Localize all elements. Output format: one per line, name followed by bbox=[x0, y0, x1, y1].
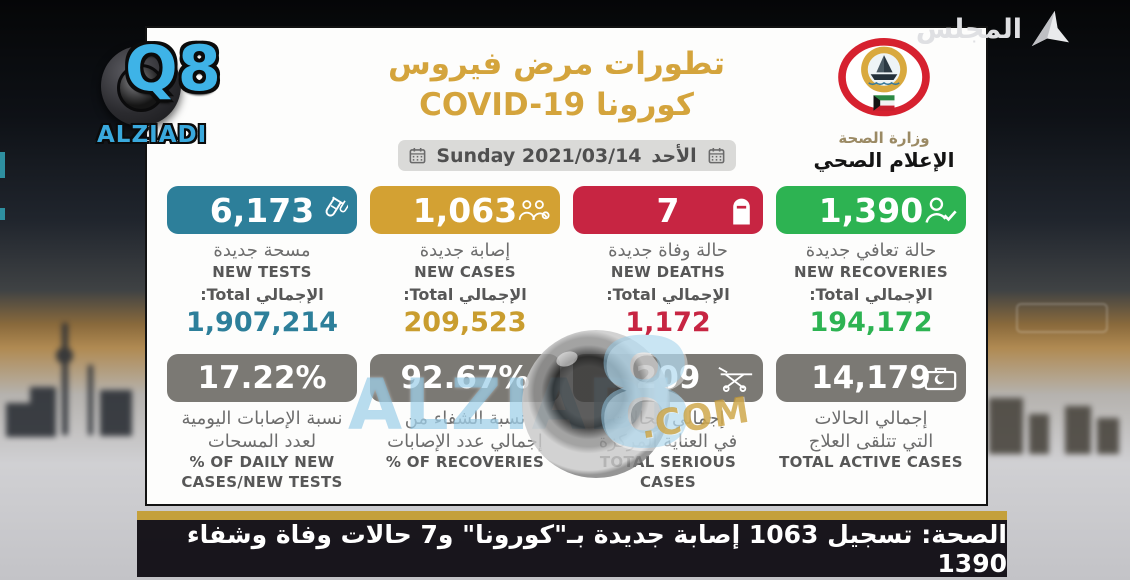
news-ticker: الصحة: تسجيل 1063 إصابة جديدة بـ"كورونا"… bbox=[137, 519, 1007, 578]
calendar-icon bbox=[707, 146, 726, 165]
recovery-rate-value: 92.67% bbox=[400, 360, 530, 396]
camera-lens-glass bbox=[117, 64, 165, 112]
new-recoveries-value: 1,390 bbox=[818, 190, 924, 230]
active-cases-value: 14,179 bbox=[811, 360, 931, 396]
test-tubes-icon bbox=[318, 195, 348, 225]
recovery-rate-badge: 92.67% bbox=[370, 354, 560, 402]
stretcher-icon bbox=[717, 364, 754, 392]
new-deaths-total-label: الإجمالي Total: bbox=[606, 285, 730, 304]
serious-cases-value: 209 bbox=[635, 360, 701, 396]
background-ghost-rectangle bbox=[1016, 303, 1108, 333]
moh-emblem-icon bbox=[836, 38, 932, 126]
new-recoveries-label-en: NEW RECOVERIES bbox=[794, 262, 948, 281]
date-english: Sunday 2021/03/14 bbox=[436, 144, 642, 167]
stat-new-tests: 6,173 مسحة جديدة NEW TESTS bbox=[167, 186, 357, 338]
ministry-department: الإعلام الصحي bbox=[813, 148, 955, 172]
new-cases-total-value: 209,523 bbox=[403, 307, 527, 338]
channel-logo: المجلس bbox=[916, 8, 1072, 50]
ticker-gold-bar bbox=[137, 511, 1007, 520]
new-deaths-total-value: 1,172 bbox=[625, 307, 711, 338]
stat-new-deaths: 7 حالة وفاة جديدة NEW DEATHS الإجمالي To… bbox=[573, 186, 763, 338]
date-bar: Sunday 2021/03/14 الأحد bbox=[397, 140, 736, 171]
stat-active-cases: 14,179 إجمالي الحالات التي تتلقى العلاج … bbox=[776, 354, 966, 492]
new-tests-total-label: الإجمالي Total: bbox=[200, 285, 324, 304]
recovery-rate-label-en-1: % OF RECOVERIES bbox=[385, 453, 545, 471]
serious-cases-badge: 209 bbox=[573, 354, 763, 402]
new-tests-total-value: 1,907,214 bbox=[185, 307, 339, 338]
daily-positivity-label-ar-1: نسبة الإصابات اليومية bbox=[181, 408, 343, 429]
kuwait-skyline-left bbox=[0, 295, 150, 440]
new-cases-label-ar: إصابة جديدة bbox=[419, 240, 511, 261]
new-tests-label-en: NEW TESTS bbox=[212, 262, 312, 281]
new-recoveries-badge: 1,390 bbox=[776, 186, 966, 234]
recovery-rate-label-ar-1: نسبة الشفاء من bbox=[404, 408, 526, 429]
new-deaths-label-en: NEW DEATHS bbox=[610, 262, 726, 281]
active-cases-label-ar-1: إجمالي الحالات bbox=[814, 408, 928, 429]
title-line-1: تطورات مرض فيروس bbox=[388, 46, 725, 82]
q8-logo-text: Q8 bbox=[125, 32, 221, 105]
page-title: تطورات مرض فيروس كورونا COVID-19 bbox=[322, 44, 791, 126]
infographic-card: تطورات مرض فيروس كورونا COVID-19 bbox=[145, 26, 988, 506]
serious-cases-label-en-1: TOTAL SERIOUS CASES bbox=[599, 453, 737, 491]
new-tests-badge: 6,173 bbox=[167, 186, 357, 234]
alziadi-logo-text: ALZIADI bbox=[97, 122, 208, 148]
new-deaths-label-ar: حالة وفاة جديدة bbox=[608, 240, 728, 261]
new-deaths-value: 7 bbox=[656, 190, 680, 230]
active-cases-label-en-1: TOTAL ACTIVE CASES bbox=[779, 453, 963, 471]
ministry-name: وزارة الصحة bbox=[838, 129, 930, 147]
new-cases-label-en: NEW CASES bbox=[414, 262, 516, 281]
new-recoveries-total-label: الإجمالي Total: bbox=[809, 285, 933, 304]
stat-serious-cases: 209 إجمالي الحالات في العناية المركزة TO… bbox=[573, 354, 763, 492]
tombstone-icon bbox=[729, 196, 754, 225]
person-check-icon bbox=[923, 196, 957, 225]
serious-cases-label-ar-2: في العناية المركزة bbox=[598, 430, 738, 452]
stat-new-recoveries: 1,390 حالة تعافي جديدة NEW RECOVERIES ال… bbox=[776, 186, 966, 338]
daily-positivity-label-en-2: CASES/NEW TESTS bbox=[181, 472, 343, 491]
stat-daily-positivity: 17.22% نسبة الإصابات اليومية لعدد المسحا… bbox=[167, 354, 357, 492]
news-ticker-text: الصحة: تسجيل 1063 إصابة جديدة بـ"كورونا"… bbox=[186, 519, 1007, 578]
calendar-icon bbox=[408, 146, 427, 165]
screen-edge-artifact bbox=[0, 152, 5, 178]
title-line-2: كورونا COVID-19 bbox=[419, 86, 694, 123]
new-tests-value: 6,173 bbox=[209, 190, 315, 230]
date-arabic-day: الأحد bbox=[651, 144, 697, 167]
daily-positivity-label-ar-2: لعدد المسحات bbox=[207, 430, 317, 452]
serious-cases-label-ar-1: إجمالي الحالات bbox=[611, 408, 725, 429]
kuwait-skyline-right bbox=[985, 380, 1130, 455]
new-deaths-badge: 7 bbox=[573, 186, 763, 234]
new-recoveries-total-value: 194,172 bbox=[809, 307, 933, 338]
new-cases-badge: 1,063 bbox=[370, 186, 560, 234]
new-cases-total-label: الإجمالي Total: bbox=[403, 285, 527, 304]
screen-edge-artifact bbox=[0, 208, 5, 220]
stat-new-cases: 1,063 إصابة جديدة NEW CASES الإجمالي Tot… bbox=[370, 186, 560, 338]
ministry-of-health-logo: وزارة الصحة الإعلام الصحي bbox=[796, 38, 972, 172]
alziadi-q8-logo: Q8 ALZIADI bbox=[95, 32, 245, 148]
camera-lens-glint bbox=[129, 76, 138, 85]
primary-stats-row: 6,173 مسحة جديدة NEW TESTS bbox=[167, 186, 966, 338]
new-tests-label-ar: مسحة جديدة bbox=[213, 240, 311, 261]
new-cases-value: 1,063 bbox=[412, 190, 518, 230]
stat-recovery-rate: 92.67% نسبة الشفاء من إجمالي عدد الإصابا… bbox=[370, 354, 560, 492]
daily-positivity-value: 17.22% bbox=[197, 360, 327, 396]
secondary-stats-row: 17.22% نسبة الإصابات اليومية لعدد المسحا… bbox=[167, 354, 966, 492]
people-group-icon bbox=[517, 197, 551, 224]
daily-positivity-label-en-1: % OF DAILY NEW bbox=[189, 453, 335, 471]
active-cases-label-ar-2: التي تتلقى العلاج bbox=[808, 430, 934, 452]
recovery-rate-label-ar-2: إجمالي عدد الإصابات bbox=[387, 430, 543, 452]
channel-name: المجلس bbox=[915, 13, 1022, 45]
active-cases-badge: 14,179 bbox=[776, 354, 966, 402]
new-recoveries-label-ar: حالة تعافي جديدة bbox=[805, 240, 937, 261]
sail-icon bbox=[1026, 8, 1072, 50]
medkit-icon bbox=[924, 365, 957, 391]
daily-positivity-badge: 17.22% bbox=[167, 354, 357, 402]
